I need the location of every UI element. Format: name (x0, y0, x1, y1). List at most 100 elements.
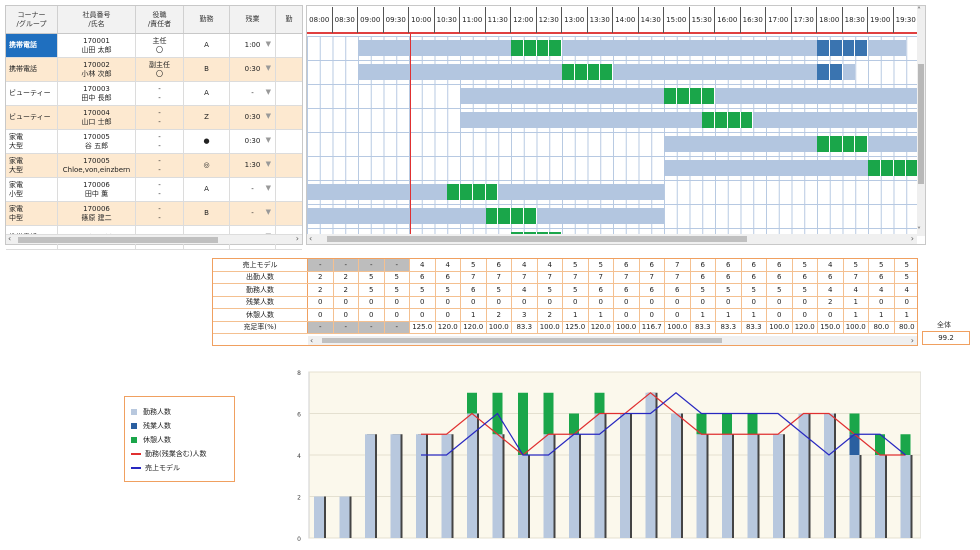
overtime-block[interactable] (842, 40, 856, 56)
scroll-right-icon[interactable]: › (910, 234, 914, 243)
break-block[interactable] (485, 208, 499, 224)
dropdown-icon[interactable]: ▼ (265, 40, 271, 48)
scroll-left-icon[interactable]: ‹ (310, 336, 314, 345)
shift-cell[interactable]: ◎ (184, 154, 230, 177)
role-cell[interactable]: -- (136, 178, 184, 201)
group-cell[interactable]: 家電 中型 (6, 202, 58, 225)
break-block[interactable] (702, 88, 715, 104)
header-role[interactable]: 役職 /責任者 (136, 6, 184, 33)
break-block[interactable] (587, 64, 601, 80)
break-block[interactable] (472, 184, 486, 200)
shift-bar[interactable] (664, 136, 919, 152)
gantt-horizontal-scrollbar[interactable]: ‹ › (307, 234, 917, 244)
employee-row[interactable]: ビューティー 170004 山口 士郎 - - Z 0:30 ▼ (6, 106, 302, 130)
break-block[interactable] (549, 40, 562, 56)
shift-cell[interactable]: A (184, 178, 230, 201)
header-extra[interactable]: 勤 (285, 15, 293, 24)
overtime-block[interactable] (817, 40, 830, 56)
header-group[interactable]: コーナー /グループ (6, 6, 58, 33)
shift-cell[interactable]: B (184, 202, 230, 225)
scroll-left-icon[interactable]: ‹ (309, 234, 313, 243)
shift-bar[interactable] (358, 40, 907, 56)
break-block[interactable] (574, 64, 588, 80)
group-cell[interactable]: ビューティー (6, 106, 58, 129)
employee-cell[interactable]: 170005 Chloe,von,einzbern (58, 154, 136, 177)
break-block[interactable] (498, 208, 511, 224)
break-block[interactable] (676, 88, 690, 104)
shift-bar[interactable] (460, 112, 919, 128)
header-overtime[interactable]: 残業 (230, 6, 276, 33)
employee-grid-scrollbar[interactable]: ‹ › (6, 234, 302, 244)
break-block[interactable] (702, 112, 715, 128)
group-cell[interactable]: ビューティー (6, 82, 58, 105)
overtime-cell[interactable]: 0:30 ▼ (230, 58, 276, 81)
overtime-cell[interactable]: - ▼ (230, 178, 276, 201)
break-block[interactable] (829, 136, 843, 152)
break-block[interactable] (817, 136, 830, 152)
scroll-thumb[interactable] (18, 237, 218, 243)
group-cell[interactable]: 携帯電話 (6, 58, 58, 81)
break-block[interactable] (511, 40, 524, 56)
gantt-body[interactable] (307, 36, 919, 244)
overtime-cell[interactable]: 0:30 ▼ (230, 106, 276, 129)
break-block[interactable] (842, 136, 856, 152)
overtime-cell[interactable]: - ▼ (230, 202, 276, 225)
shift-cell[interactable]: A (184, 82, 230, 105)
employee-cell[interactable]: 170001 山田 太郎 (58, 34, 136, 57)
dropdown-icon[interactable]: ▼ (265, 112, 271, 120)
role-cell[interactable]: -- (136, 106, 184, 129)
break-block[interactable] (447, 184, 460, 200)
dropdown-icon[interactable]: ▼ (265, 208, 271, 216)
dropdown-icon[interactable]: ▼ (265, 136, 271, 144)
shift-cell[interactable]: ● (184, 130, 230, 153)
break-block[interactable] (600, 64, 613, 80)
scroll-thumb[interactable] (918, 64, 924, 184)
break-block[interactable] (740, 112, 754, 128)
shift-cell[interactable]: Z (184, 106, 230, 129)
dropdown-icon[interactable]: ▼ (265, 160, 271, 168)
employee-row[interactable]: 家電 小型 170006 田中 薫 - - A - ▼ (6, 178, 302, 202)
employee-row[interactable]: 家電 中型 170006 篠原 建二 - - B - ▼ (6, 202, 302, 226)
dropdown-icon[interactable]: ▼ (265, 64, 271, 72)
group-cell[interactable]: 携帯電話 (6, 34, 58, 57)
employee-row[interactable]: 携帯電話 170001 山田 太郎 主任〇 A 1:00 ▼ (6, 34, 302, 58)
employee-cell[interactable]: 170004 山口 士郎 (58, 106, 136, 129)
summary-scrollbar[interactable]: ‹ › (308, 336, 917, 345)
break-block[interactable] (715, 112, 728, 128)
role-cell[interactable]: -- (136, 202, 184, 225)
header-shift[interactable]: 勤務 (184, 6, 230, 33)
break-block[interactable] (536, 40, 550, 56)
group-cell[interactable]: 家電 小型 (6, 178, 58, 201)
employee-row[interactable]: 家電 大型 170005 谷 五郎 - - ● 0:30 ▼ (6, 130, 302, 154)
scroll-right-icon[interactable]: › (910, 336, 914, 345)
overtime-cell[interactable]: 1:30 ▼ (230, 154, 276, 177)
scroll-left-icon[interactable]: ‹ (8, 234, 12, 243)
break-block[interactable] (855, 136, 868, 152)
employee-cell[interactable]: 170002 小林 次郎 (58, 58, 136, 81)
employee-cell[interactable]: 170006 田中 薫 (58, 178, 136, 201)
role-cell[interactable]: -- (136, 130, 184, 153)
dropdown-icon[interactable]: ▼ (265, 184, 271, 192)
break-block[interactable] (880, 160, 894, 176)
overtime-block[interactable] (817, 64, 830, 80)
employee-cell[interactable]: 170003 田中 長郎 (58, 82, 136, 105)
employee-row[interactable]: 家電 大型 170005 Chloe,von,einzbern - - ◎ 1:30 ▼ (6, 154, 302, 178)
break-block[interactable] (511, 208, 524, 224)
employee-row[interactable]: ビューティー 170003 田中 長郎 - - A - ▼ (6, 82, 302, 106)
dropdown-icon[interactable]: ▼ (265, 88, 271, 96)
employee-cell[interactable]: 170005 谷 五郎 (58, 130, 136, 153)
shift-cell[interactable]: A (184, 34, 230, 57)
role-cell[interactable]: 副主任〇 (136, 58, 184, 81)
scroll-down-icon[interactable]: ˅ (917, 226, 921, 235)
break-block[interactable] (727, 112, 741, 128)
role-cell[interactable]: -- (136, 154, 184, 177)
header-employee[interactable]: 社員番号 /氏名 (58, 6, 136, 33)
employee-row[interactable]: 携帯電話 170002 小林 次郎 副主任〇 B 0:30 ▼ (6, 58, 302, 82)
role-cell[interactable]: 主任〇 (136, 34, 184, 57)
shift-cell[interactable]: B (184, 58, 230, 81)
scroll-thumb[interactable] (327, 236, 747, 242)
overtime-cell[interactable]: 1:00 ▼ (230, 34, 276, 57)
shift-bar[interactable] (664, 160, 919, 176)
break-block[interactable] (460, 184, 473, 200)
break-block[interactable] (485, 184, 499, 200)
